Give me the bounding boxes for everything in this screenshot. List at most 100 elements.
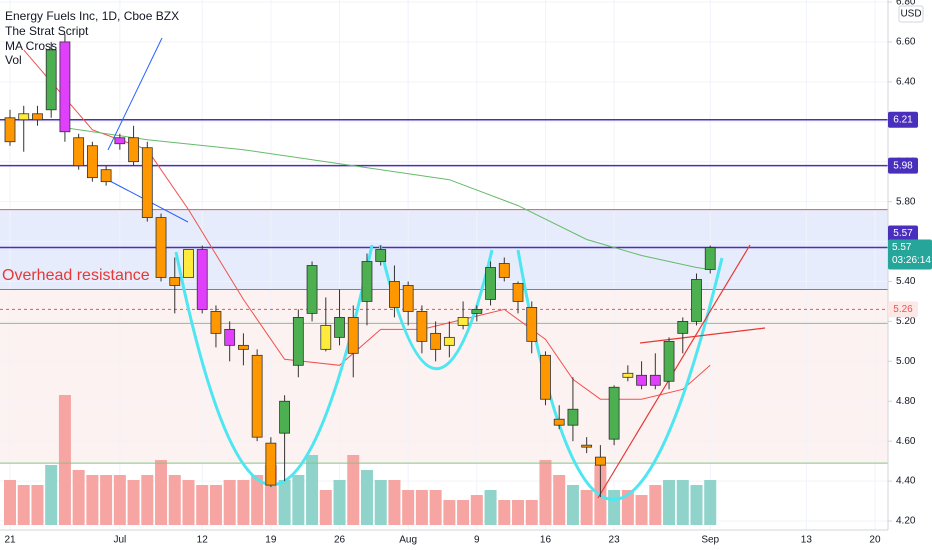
volume-bar — [457, 500, 470, 525]
candle-body — [677, 320, 689, 334]
candle-body — [183, 249, 194, 278]
level-badge — [888, 157, 918, 174]
candle-body — [18, 113, 30, 121]
candle-body — [581, 444, 593, 448]
y-tick-label: 4.20 — [896, 516, 916, 527]
candle-body — [636, 374, 647, 386]
level-layer — [0, 49, 888, 464]
price-axis-bg — [888, 0, 932, 550]
x-tick-label: 19 — [265, 535, 277, 546]
candle-body — [59, 41, 71, 133]
annotation: Overhead resistance — [2, 267, 150, 284]
x-tick-label: Aug — [399, 535, 417, 546]
x-tick-label: 20 — [869, 535, 881, 546]
level-badge-label: 6.21 — [893, 114, 913, 125]
volume-bar — [525, 500, 538, 525]
x-tick-label: 12 — [197, 535, 209, 546]
volume-bar — [306, 455, 319, 525]
level-badge — [888, 111, 918, 128]
volume-bar — [649, 485, 662, 525]
candle-body — [608, 386, 620, 440]
candle-body — [196, 249, 208, 310]
volume-bar — [45, 465, 58, 525]
candle-layer — [4, 33, 716, 498]
volume-bar — [498, 500, 511, 525]
volume-bar — [608, 490, 621, 525]
candle-body — [512, 283, 524, 302]
volume-bar — [72, 470, 85, 525]
candle-body — [471, 309, 483, 314]
x-tick-label: 23 — [609, 535, 621, 546]
candle-body — [141, 147, 153, 218]
volume-bar — [566, 485, 579, 525]
candle-body — [238, 344, 249, 350]
y-tick-label: 5.20 — [896, 316, 916, 327]
volume-bar — [415, 490, 428, 525]
current-price-badge — [888, 239, 932, 270]
candle-body — [416, 311, 428, 342]
candle-body — [86, 145, 98, 179]
volume-bar — [237, 480, 250, 525]
level-badge-label: 5.98 — [893, 160, 913, 171]
candle-body — [155, 217, 167, 278]
candle-body — [4, 117, 16, 143]
level-badge — [888, 301, 918, 318]
candle-body — [540, 354, 551, 400]
level-badge-label: 5.26 — [893, 304, 913, 315]
volume-bar — [347, 455, 360, 525]
y-tick-label: 4.80 — [896, 396, 916, 407]
volume-bar — [31, 485, 44, 525]
candle-body — [210, 311, 222, 334]
volume-bar — [621, 490, 634, 525]
volume-bar — [196, 485, 209, 525]
volume-bar — [443, 500, 456, 525]
x-tick-label: Jul — [113, 535, 126, 546]
volume-bar — [182, 480, 195, 525]
candle-body — [649, 374, 661, 386]
currency-badge — [898, 5, 924, 23]
y-tick-label: 5.40 — [896, 276, 916, 287]
candle-body — [251, 354, 263, 438]
candle-body — [443, 336, 455, 346]
countdown-label: 03:26:14 — [892, 255, 931, 266]
candle-body — [691, 279, 702, 322]
candle-body — [389, 281, 400, 308]
candle-body — [361, 261, 373, 302]
candle-body — [402, 285, 414, 312]
candle-body — [375, 249, 387, 262]
volume-bar — [539, 460, 552, 525]
candle-body — [32, 113, 43, 121]
candle-body — [169, 277, 181, 286]
volume-bar — [676, 480, 689, 525]
volume-bar — [168, 475, 181, 525]
x-tick-label: 13 — [801, 535, 813, 546]
candle-body — [622, 372, 634, 378]
chart-title: Energy Fuels Inc, 1D, Cboe BZX — [5, 9, 179, 23]
volume-bar — [209, 485, 222, 525]
y-tick-label: 6.60 — [896, 37, 916, 48]
volume-bar — [86, 475, 99, 525]
volume-bar — [388, 480, 401, 525]
volume-bar — [553, 475, 566, 525]
volume-bar — [113, 475, 126, 525]
volume-bar — [292, 475, 305, 525]
volume-bar — [690, 485, 703, 525]
candle-body — [114, 137, 126, 145]
candle-body — [498, 263, 510, 278]
zone — [0, 209, 888, 290]
indicator-label: MA Cross — [5, 39, 57, 53]
candle-body — [320, 324, 332, 350]
candle-body — [526, 307, 538, 342]
x-tick-label: 26 — [334, 535, 346, 546]
level-badge-label: 5.57 — [893, 228, 913, 239]
axis-layer: 4.204.404.604.805.005.205.405.605.806.00… — [4, 0, 932, 546]
trend-line — [639, 327, 766, 344]
volume-bar — [484, 490, 497, 525]
candle-body — [306, 265, 318, 314]
volume-bar — [17, 485, 30, 525]
y-tick-label: 4.40 — [896, 476, 916, 487]
currency-label: USD — [900, 9, 921, 20]
indicator-label: Vol — [5, 53, 22, 67]
candle-body — [663, 340, 675, 382]
